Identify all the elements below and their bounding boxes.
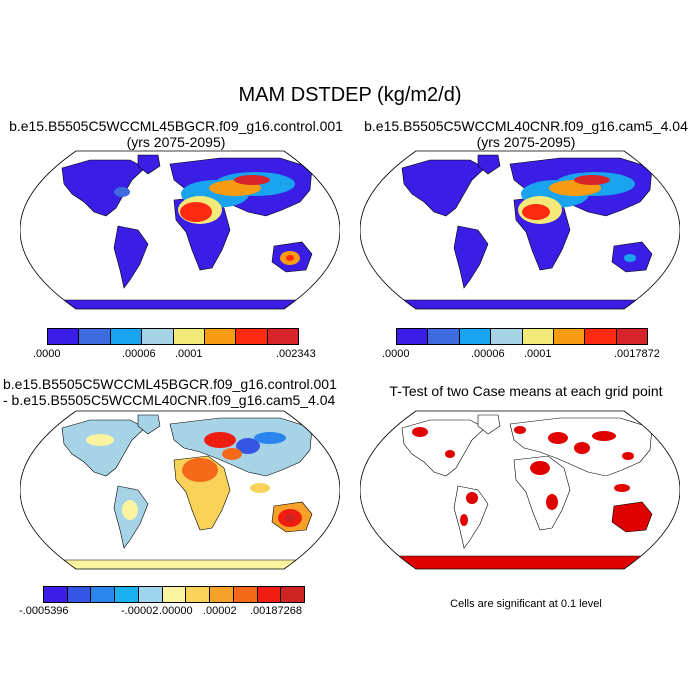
colorbar-bl-swatch-2: [91, 587, 116, 602]
colorbar-tl-label-0: .0000: [33, 348, 61, 360]
colorbar-bl-swatch-6: [186, 587, 211, 602]
colorbar-tl-swatch-2: [110, 329, 143, 344]
colorbar-bl-label-3: .00002: [203, 605, 237, 617]
panel-tr-title-line2: (yrs 2075-2095): [476, 134, 576, 150]
colorbar-bl-swatch-4: [138, 587, 163, 602]
colorbar-bl-swatch-0: [44, 587, 68, 602]
main-title: MAM DSTDEP (kg/m2/d): [238, 84, 462, 106]
colorbar-bl-label-1: -.00002: [121, 605, 159, 617]
map-tl: [20, 150, 340, 310]
colorbar-bl-swatch-9: [257, 587, 282, 602]
panel-br-title: T-Test of two Case means at each grid po…: [389, 383, 663, 399]
continent-greenland: [137, 154, 161, 175]
colorbar-tr: [396, 328, 648, 345]
colorbar-tl-swatch-0: [48, 329, 80, 344]
colorbar-bl-swatch-1: [67, 587, 92, 602]
panel-tr-title-line1: b.e15.B5505C5WCCML40CNR.f09_g16.cam5_4.0…: [364, 118, 688, 134]
colorbar-tl-swatch-3: [142, 329, 174, 344]
colorbar-tr-label-0: .0000: [382, 348, 410, 360]
colorbar-bl-swatch-7: [210, 587, 234, 602]
colorbar-bl-label-2: .00000: [159, 605, 193, 617]
colorbar-bl-label-0: -.0005396: [19, 605, 69, 617]
colorbar-tr-label-1: .00006: [471, 348, 505, 360]
panel-bl-title-line2: - b.e15.B5505C5WCCML40CNR.f09_g16.cam5_4…: [3, 392, 336, 408]
colorbar-tr-swatch-4: [522, 329, 554, 344]
colorbar-tl-swatch-6: [236, 329, 268, 344]
colorbar-tr-swatch-7: [616, 329, 647, 344]
colorbar-bl-swatch-10: [281, 587, 305, 602]
colorbar-tr-swatch-6: [585, 329, 617, 344]
colorbar-tl: [47, 328, 299, 345]
colorbar-tr-swatch-2: [459, 329, 492, 344]
colorbar-tl-label-1: .00006: [122, 348, 156, 360]
colorbar-tr-swatch-5: [553, 329, 586, 344]
colorbar-tr-swatch-3: [491, 329, 523, 344]
colorbar-bl-label-4: .00187268: [250, 605, 302, 617]
colorbar-bl: [43, 586, 305, 603]
colorbar-bl-swatch-5: [162, 587, 187, 602]
panel-tl-title-line1: b.e15.B5505C5WCCML45BGCR.f09_g16.control…: [9, 118, 343, 134]
colorbar-bl-swatch-8: [233, 587, 258, 602]
panel-tl-title-line2: (yrs 2075-2095): [126, 134, 226, 150]
significance-note: Cells are significant at 0.1 level: [450, 598, 602, 610]
panel-bl-title-line1: b.e15.B5505C5WCCML45BGCR.f09_g16.control…: [3, 376, 337, 392]
colorbar-tr-swatch-0: [397, 329, 429, 344]
continent-north-america: [61, 159, 146, 217]
colorbar-tr-label-3: .0017872: [614, 348, 660, 360]
colorbar-tr-swatch-1: [428, 329, 460, 344]
colorbar-tl-swatch-1: [79, 329, 111, 344]
map-tr: [360, 150, 680, 310]
map-br: [360, 410, 680, 570]
colorbar-bl-swatch-3: [115, 587, 139, 602]
continent-south-america: [113, 225, 149, 289]
colorbar-tl-swatch-4: [173, 329, 205, 344]
colorbar-tl-swatch-7: [267, 329, 298, 344]
map-bl: [20, 410, 340, 570]
colorbar-tr-label-2: .0001: [524, 348, 552, 360]
colorbar-tl-label-3: .002343: [276, 348, 316, 360]
colorbar-tl-swatch-5: [204, 329, 237, 344]
continent-antarctica: [39, 299, 321, 309]
colorbar-tl-label-2: .0001: [175, 348, 203, 360]
